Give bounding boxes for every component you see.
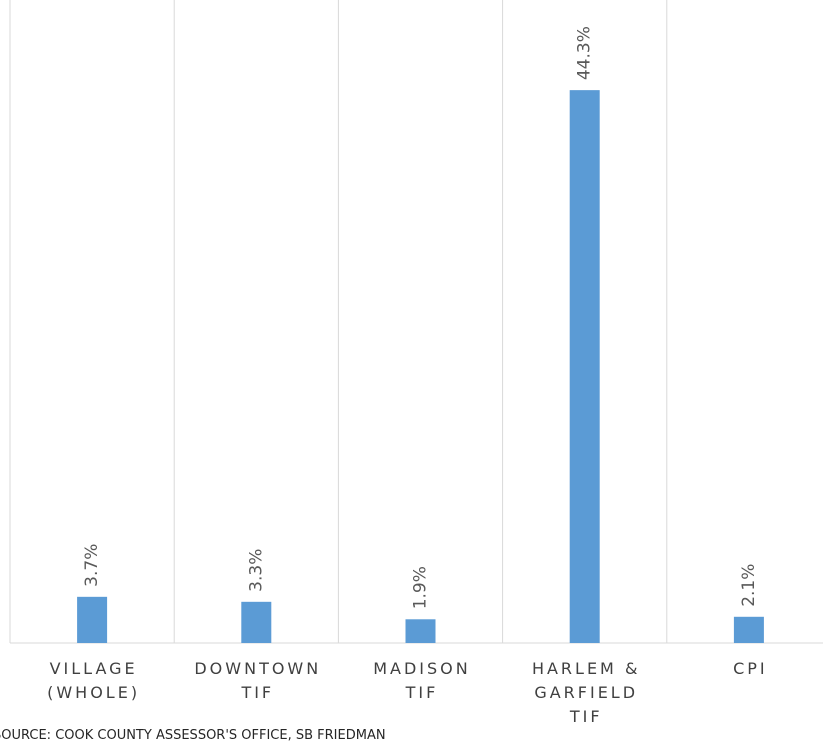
bar xyxy=(569,90,600,644)
bar xyxy=(405,619,436,643)
x-tick-label: DOWNTOWN TIF xyxy=(194,659,322,702)
value-label: 3.7% xyxy=(82,544,102,587)
value-label: 2.1% xyxy=(739,564,759,607)
x-tick-label: HARLEM & GARFIELD TIF xyxy=(531,659,641,726)
value-label: 3.3% xyxy=(246,549,266,592)
bar xyxy=(733,616,764,643)
x-tick-label: CPI xyxy=(733,659,768,678)
value-label: 44.3% xyxy=(575,26,595,80)
source-note: SOURCE: COOK COUNTY ASSESSOR'S OFFICE, S… xyxy=(0,728,386,743)
x-tick-label: VILLAGE (WHOLE) xyxy=(47,659,141,702)
value-label: 1.9% xyxy=(411,566,431,609)
x-tick-label: MADISON TIF xyxy=(373,659,471,702)
bar xyxy=(241,601,272,643)
bar xyxy=(77,596,108,643)
